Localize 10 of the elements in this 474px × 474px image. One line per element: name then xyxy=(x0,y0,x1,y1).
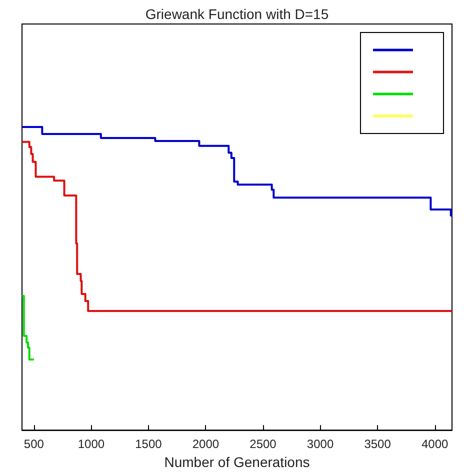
x-tick-label: 1500 xyxy=(135,437,162,452)
x-tick-label: 3000 xyxy=(306,437,334,452)
x-tick-label: 1000 xyxy=(78,437,105,452)
x-tick-label: 2000 xyxy=(192,437,220,452)
chart-title: Griewank Function with D=15 xyxy=(145,6,329,22)
x-tick-label: 4000 xyxy=(421,437,448,452)
x-tick-label: 3500 xyxy=(364,437,392,452)
x-tick-label: 2500 xyxy=(250,437,277,452)
x-tick-label: 500 xyxy=(24,437,44,452)
x-axis-title: Number of Generations xyxy=(164,454,310,470)
